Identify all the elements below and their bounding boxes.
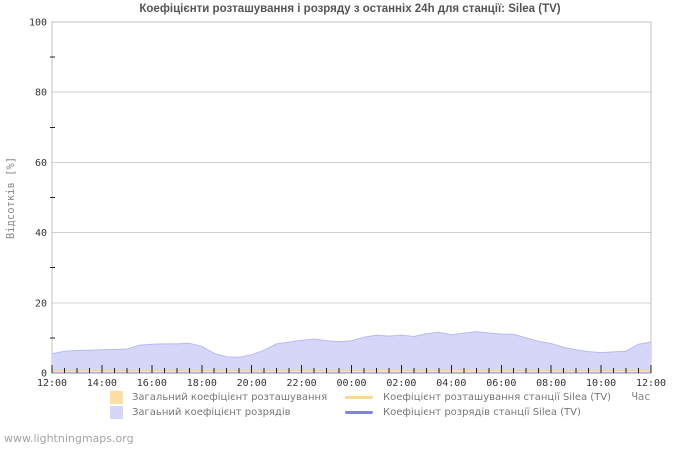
svg-text:02:00: 02:00 xyxy=(386,378,416,389)
legend-item-total-discharge: Загаьний коефіцієнт розрядів xyxy=(110,406,291,419)
watermark-url: www.lightningmaps.org xyxy=(4,432,134,445)
svg-text:16:00: 16:00 xyxy=(137,378,167,389)
legend-label: Коефіцієнт розташування станції Silea (T… xyxy=(383,392,612,403)
svg-text:0: 0 xyxy=(41,369,47,380)
svg-text:14:00: 14:00 xyxy=(87,378,117,389)
svg-text:12:00: 12:00 xyxy=(37,378,67,389)
svg-text:00:00: 00:00 xyxy=(336,378,366,389)
legend-item-station-discharge: Коефіцієнт розрядів станції Silea (TV) xyxy=(345,406,581,419)
svg-text:18:00: 18:00 xyxy=(187,378,217,389)
svg-text:12:00: 12:00 xyxy=(636,378,666,389)
legend-label: Загальний коефіцієнт розташування xyxy=(132,392,328,403)
svg-text:20: 20 xyxy=(35,298,47,309)
legend-label: Загаьний коефіцієнт розрядів xyxy=(132,407,291,418)
svg-text:10:00: 10:00 xyxy=(586,378,616,389)
legend-line-station-discharge xyxy=(345,411,373,414)
legend-label: Коефіцієнт розрядів станції Silea (TV) xyxy=(383,407,581,418)
svg-text:08:00: 08:00 xyxy=(536,378,566,389)
legend-swatch-total-discharge xyxy=(110,406,123,419)
svg-text:22:00: 22:00 xyxy=(287,378,317,389)
y-axis-title: Відсотків [%] xyxy=(5,156,17,240)
svg-text:80: 80 xyxy=(35,88,47,99)
svg-text:06:00: 06:00 xyxy=(486,378,516,389)
svg-text:20:00: 20:00 xyxy=(237,378,267,389)
legend-item-station-location: Коефіцієнт розташування станції Silea (T… xyxy=(345,391,611,404)
legend-swatch-total-location xyxy=(110,391,123,404)
svg-text:40: 40 xyxy=(35,228,47,239)
svg-text:60: 60 xyxy=(35,158,47,169)
legend-line-station-location xyxy=(345,396,373,399)
legend-item-total-location: Загальний коефіцієнт розташування xyxy=(110,391,327,404)
x-axis-title: Час xyxy=(631,391,651,403)
chart-plot-area: 12:00 14:00 16:00 18:00 20:00 22:00 00:00 02:00… xyxy=(29,18,666,390)
svg-text:04:00: 04:00 xyxy=(436,378,466,389)
svg-text:100: 100 xyxy=(29,18,47,29)
chart-title: Коефіцієнти розташування і розряду з ост… xyxy=(139,3,561,15)
